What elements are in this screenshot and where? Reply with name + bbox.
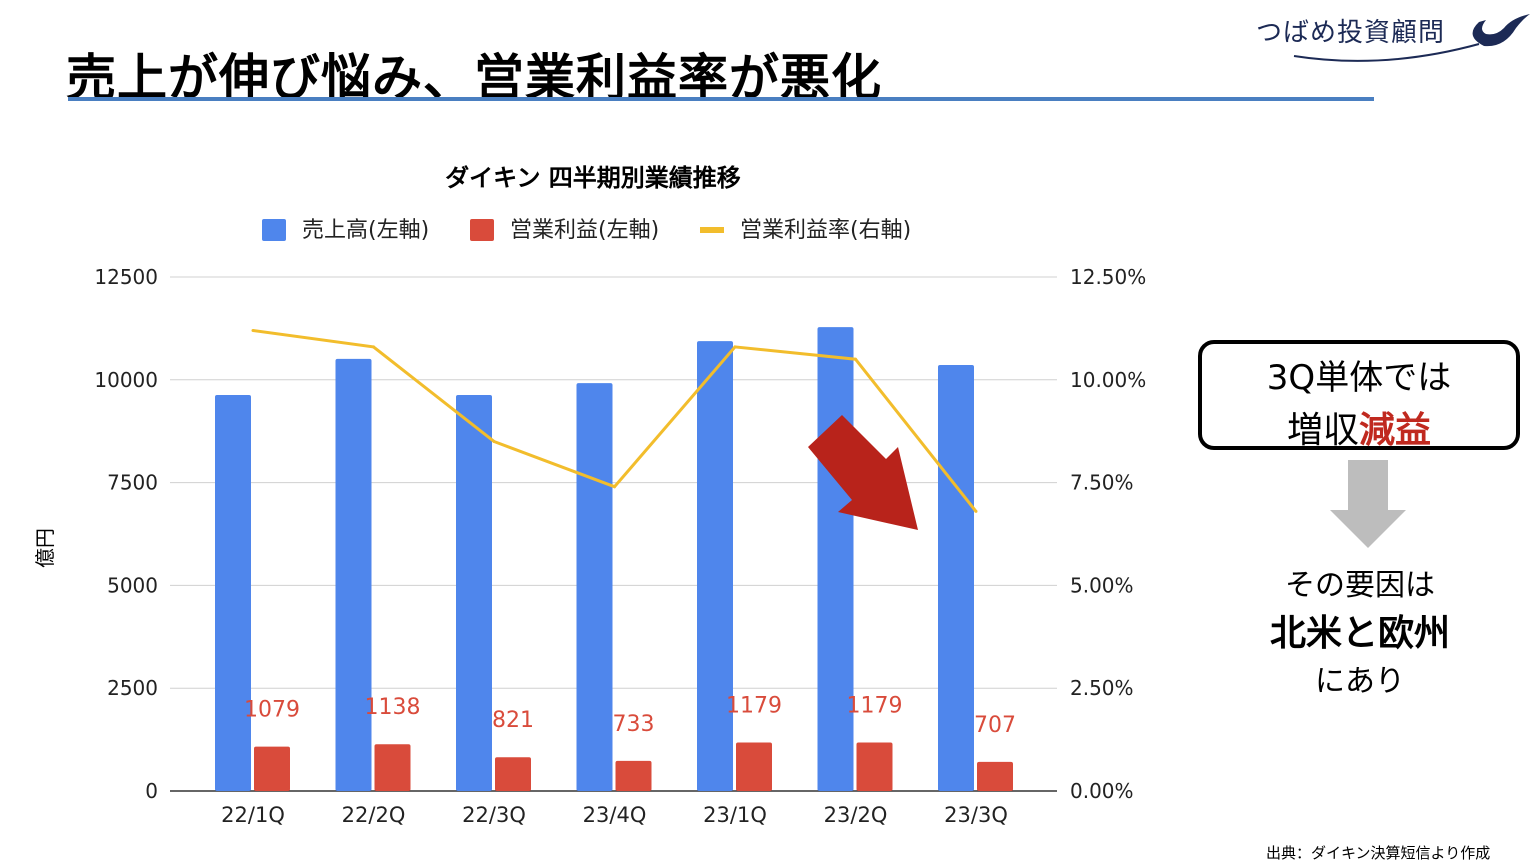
decline-arrow-icon — [808, 415, 918, 530]
x-tick-label: 23/3Q — [944, 803, 1008, 827]
bar-operating-profit — [374, 744, 411, 791]
x-tick-label: 22/1Q — [221, 803, 285, 827]
chart-title: ダイキン 四半期別業績推移 — [445, 164, 741, 192]
callout-normal: 増収 — [1286, 410, 1359, 451]
x-tick-label: 22/2Q — [342, 803, 406, 827]
callout-line1: 3Q単体では — [1266, 358, 1452, 398]
data-label: 707 — [974, 713, 1016, 738]
data-label: 1179 — [847, 694, 903, 719]
bar-operating-profit — [856, 742, 893, 791]
x-tick-label: 23/4Q — [583, 803, 647, 827]
bar-sales — [697, 341, 733, 791]
data-label: 1138 — [365, 695, 421, 720]
cause-text: その要因は 北米と欧州 にあり — [1230, 560, 1490, 700]
line-point — [854, 357, 857, 361]
bar-operating-profit — [736, 742, 772, 791]
cause-line1: その要因は — [1285, 568, 1435, 603]
data-label: 733 — [613, 712, 655, 737]
data-label: 1179 — [726, 694, 782, 719]
y2-tick-label: 7.50% — [1070, 471, 1134, 495]
line-point — [251, 328, 255, 332]
y-tick-label: 7500 — [107, 471, 158, 495]
y2-tick-label: 0.00% — [1070, 779, 1134, 803]
callout-line2: 増収減益 — [1202, 401, 1516, 453]
labels: 1079 22/1Q 1138 22/2Q 821 22/3Q 733 23/4Q 1179 23… — [221, 694, 1016, 827]
cause-line3: にあり — [1315, 664, 1405, 699]
source-note: 出典：ダイキン決算短信より作成 — [1266, 844, 1491, 862]
y2-tick-label: 10.00% — [1070, 368, 1146, 392]
cause-line2: 北米と欧州 — [1269, 613, 1450, 654]
y2-tick-label: 5.00% — [1070, 573, 1134, 597]
bar-sales — [456, 395, 492, 791]
y-tick-label: 0 — [145, 779, 158, 803]
bar-sales — [335, 358, 372, 791]
bar-operating-profit — [977, 761, 1013, 791]
y-tick-label: 5000 — [107, 573, 158, 597]
line-series — [251, 328, 978, 513]
bar-sales — [215, 395, 251, 791]
logo-text: つばめ投資顧問 — [1256, 18, 1446, 48]
line-point — [372, 345, 375, 349]
line-point — [613, 485, 616, 489]
legend-swatch — [262, 219, 286, 241]
legend-swatch — [700, 227, 724, 233]
line-point — [733, 345, 737, 349]
x-tick-label: 23/2Q — [824, 803, 888, 827]
y-tick-label: 10000 — [94, 368, 158, 392]
data-label: 1079 — [244, 698, 300, 723]
y-tick-label: 12500 — [94, 265, 158, 289]
y-axis-label: 億円 — [33, 528, 57, 568]
data-label: 821 — [492, 708, 534, 733]
callout-emphasis: 減益 — [1359, 410, 1432, 451]
gridlines: 0 0.00% 2500 2.50% 5000 5.00% 7500 7.50% 10000 10… — [94, 265, 1146, 803]
y-tick-label: 2500 — [107, 676, 158, 700]
down-arrow-icon — [1330, 460, 1406, 548]
line-point — [492, 439, 496, 443]
swallow-logo-icon — [1293, 14, 1530, 62]
logo: つばめ投資顧問 — [1254, 6, 1532, 68]
bar-sales — [938, 364, 974, 791]
title-underline — [68, 97, 1374, 101]
legend: 売上高(左軸) 営業利益(左軸) 営業利益率(右軸) — [262, 218, 911, 243]
bar-sales — [576, 383, 613, 791]
legend-label: 売上高(左軸) — [302, 218, 429, 243]
y2-tick-label: 2.50% — [1070, 676, 1134, 700]
legend-label: 営業利益(左軸) — [510, 218, 659, 243]
bar-operating-profit — [615, 760, 652, 791]
bar-operating-profit — [495, 757, 531, 791]
callout-box: 3Q単体では 増収減益 — [1198, 340, 1520, 453]
bar-operating-profit — [254, 746, 290, 791]
legend-label: 営業利益率(右軸) — [740, 218, 911, 243]
x-tick-label: 23/1Q — [703, 803, 767, 827]
bar-sales — [817, 327, 854, 791]
legend-swatch — [470, 219, 494, 241]
line-point — [974, 509, 978, 513]
x-tick-label: 22/3Q — [462, 803, 526, 827]
y2-tick-label: 12.50% — [1070, 265, 1146, 289]
